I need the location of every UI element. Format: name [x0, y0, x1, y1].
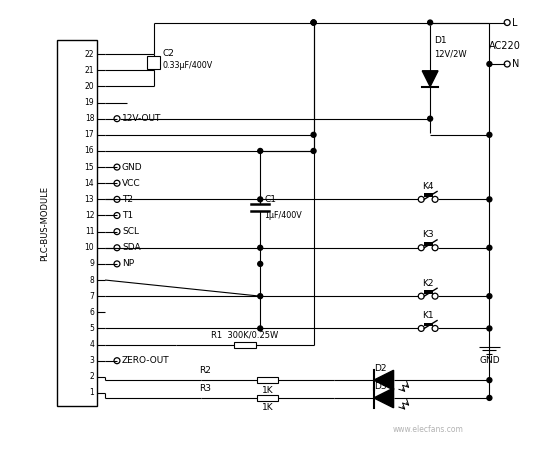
Text: 12: 12	[85, 211, 95, 220]
Text: 17: 17	[85, 130, 95, 139]
Text: 14: 14	[85, 179, 95, 188]
Text: GND: GND	[479, 356, 500, 365]
Text: VCC: VCC	[122, 179, 141, 188]
Text: NP: NP	[122, 260, 134, 268]
Text: 0.33μF/400V: 0.33μF/400V	[162, 60, 213, 69]
Text: L: L	[512, 17, 518, 27]
Text: 21: 21	[85, 66, 95, 75]
Bar	[424, 323, 433, 326]
Text: 19: 19	[85, 98, 95, 107]
Text: R1  300K/0.25W: R1 300K/0.25W	[211, 330, 279, 339]
Text: 2: 2	[90, 372, 95, 381]
Polygon shape	[422, 71, 438, 86]
Text: 6: 6	[90, 308, 95, 317]
Text: K2: K2	[423, 279, 434, 288]
Text: 11: 11	[85, 227, 95, 236]
Circle shape	[487, 245, 492, 250]
Circle shape	[311, 20, 316, 25]
Text: 15: 15	[85, 163, 95, 171]
Circle shape	[311, 133, 316, 137]
Circle shape	[487, 62, 492, 67]
Circle shape	[258, 326, 262, 331]
Circle shape	[258, 197, 262, 202]
Text: www.elecfans.com: www.elecfans.com	[393, 425, 464, 435]
Circle shape	[487, 395, 492, 400]
Text: T1: T1	[122, 211, 133, 220]
Text: 7: 7	[90, 292, 95, 301]
Text: C2: C2	[162, 48, 174, 58]
Text: 3: 3	[90, 356, 95, 365]
Text: 8: 8	[90, 276, 95, 285]
Text: D2: D2	[374, 364, 386, 373]
Text: 1μF/400V: 1μF/400V	[264, 211, 302, 220]
Text: K4: K4	[423, 182, 434, 191]
Text: 5: 5	[90, 324, 95, 333]
Bar	[424, 193, 433, 197]
Circle shape	[311, 20, 316, 25]
Circle shape	[258, 245, 262, 250]
Bar	[257, 377, 279, 383]
Text: 18: 18	[85, 114, 95, 123]
Text: 16: 16	[85, 146, 95, 155]
Text: ZERO-OUT: ZERO-OUT	[122, 356, 170, 365]
Text: 13: 13	[85, 195, 95, 204]
Circle shape	[258, 261, 262, 266]
Circle shape	[487, 197, 492, 202]
Bar	[424, 290, 433, 294]
Circle shape	[487, 133, 492, 137]
Text: D1: D1	[434, 36, 446, 45]
Circle shape	[311, 149, 316, 154]
Text: 1: 1	[90, 388, 95, 398]
Text: 10: 10	[85, 243, 95, 252]
Polygon shape	[374, 388, 394, 408]
Text: R2: R2	[199, 366, 211, 375]
Circle shape	[428, 116, 433, 121]
Bar	[424, 242, 433, 246]
Text: R3: R3	[199, 383, 211, 393]
Bar	[257, 395, 279, 401]
Text: SDA: SDA	[122, 243, 141, 252]
Text: GND: GND	[122, 163, 142, 171]
Text: T2: T2	[122, 195, 133, 204]
Circle shape	[258, 149, 262, 154]
Text: D3: D3	[374, 382, 386, 391]
Text: SCL: SCL	[122, 227, 139, 236]
Text: 1K: 1K	[262, 403, 274, 412]
Circle shape	[487, 326, 492, 331]
Bar	[234, 342, 256, 347]
Polygon shape	[374, 370, 394, 390]
Circle shape	[311, 20, 316, 25]
Circle shape	[258, 294, 262, 298]
Text: 22: 22	[85, 50, 95, 58]
Text: 12V-OUT: 12V-OUT	[122, 114, 161, 123]
Text: C1: C1	[264, 195, 276, 204]
Circle shape	[428, 20, 433, 25]
Text: K3: K3	[423, 230, 434, 239]
Text: N: N	[512, 59, 519, 69]
Text: 4: 4	[90, 340, 95, 349]
Circle shape	[487, 377, 492, 383]
Text: 12V/2W: 12V/2W	[434, 50, 466, 58]
Text: K1: K1	[423, 311, 434, 320]
Text: PLC-BUS-MODULE: PLC-BUS-MODULE	[41, 186, 49, 260]
Text: 1K: 1K	[262, 386, 274, 394]
Text: 20: 20	[85, 82, 95, 91]
Text: AC220: AC220	[489, 41, 521, 51]
Text: 9: 9	[90, 260, 95, 268]
Bar	[57, 40, 97, 406]
Bar	[147, 56, 161, 69]
Circle shape	[487, 294, 492, 298]
